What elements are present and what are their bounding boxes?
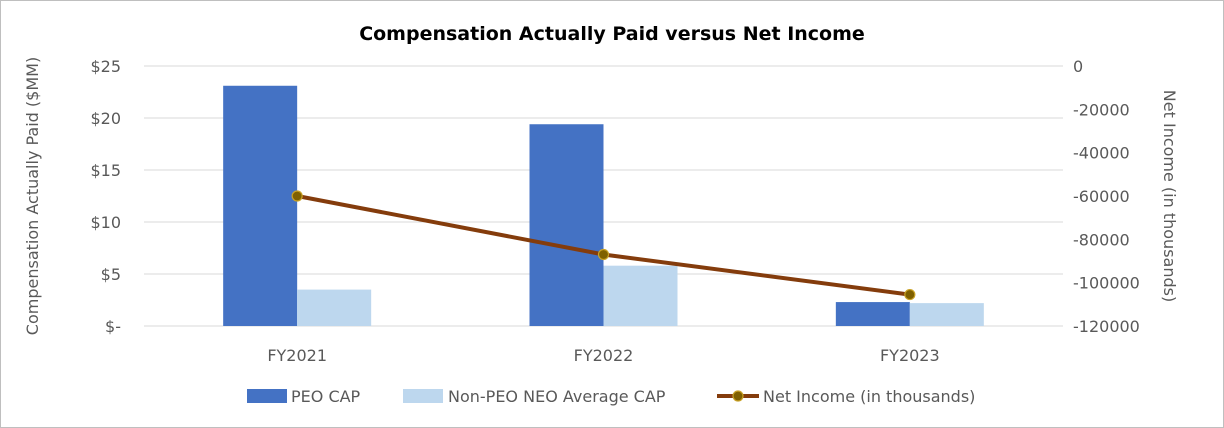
- y-tick-label: $-: [105, 317, 121, 336]
- net-income-point-fy2021: [291, 190, 303, 202]
- y-axis-right: 0 -20000 -40000 -60000 -80000 -100000 -120000: [1073, 57, 1140, 336]
- y2-tick-label: -40000: [1073, 144, 1130, 163]
- net-income-point-fy2023: [904, 288, 916, 301]
- x-tick-label: FY2022: [574, 346, 634, 365]
- y2-tick-label: -20000: [1073, 100, 1130, 119]
- bars: [223, 85, 984, 327]
- y-axis-left: $25 $20 $15 $10 $5 $-: [90, 57, 121, 336]
- bar-peo-cap-fy2023: [835, 302, 910, 326]
- bar-peo-cap-fy2022: [529, 124, 604, 327]
- y-tick-label: $10: [90, 213, 121, 232]
- y2-tick-label: -100000: [1073, 274, 1140, 293]
- net-income-point-fy2022: [597, 248, 610, 261]
- y-tick-label: $15: [90, 161, 121, 180]
- y-tick-label: $5: [101, 265, 121, 284]
- x-tick-label: FY2023: [880, 346, 940, 365]
- y2-axis-title: Net Income (in thousands): [1160, 90, 1179, 302]
- x-axis: FY2021 FY2022 FY2023: [267, 346, 939, 365]
- y2-tick-label: -80000: [1073, 230, 1130, 249]
- x-tick-label: FY2021: [267, 346, 327, 365]
- y-tick-label: $25: [90, 57, 121, 76]
- bar-non-peo-neo-average-cap-fy2022: [603, 265, 678, 326]
- bar-peo-cap-fy2021: [223, 85, 298, 326]
- bar-non-peo-neo-average-cap-fy2023: [909, 303, 984, 326]
- legend-label-non-peo-neo-average-cap: Non-PEO NEO Average CAP: [448, 387, 666, 406]
- y2-tick-label: -120000: [1073, 317, 1140, 336]
- legend-swatch-peo-cap: [247, 389, 287, 403]
- bar-non-peo-neo-average-cap-fy2021: [297, 289, 372, 326]
- net-income-line-group: [291, 190, 916, 301]
- y-tick-label: $20: [90, 109, 121, 128]
- legend-swatch-non-peo-neo-average-cap: [403, 389, 443, 403]
- chart-title: Compensation Actually Paid versus Net In…: [359, 23, 865, 45]
- legend-marker-net-income-in-thousands-: [732, 390, 744, 402]
- legend-label-net-income-in-thousands-: Net Income (in thousands): [763, 387, 975, 406]
- y2-tick-label: 0: [1073, 57, 1083, 76]
- y2-tick-label: -60000: [1073, 187, 1130, 206]
- legend-label-peo-cap: PEO CAP: [291, 387, 361, 406]
- legend: PEO CAP Non-PEO NEO Average CAP Net Income…: [247, 387, 975, 406]
- y-axis-title: Compensation Actually Paid ($MM): [23, 57, 42, 335]
